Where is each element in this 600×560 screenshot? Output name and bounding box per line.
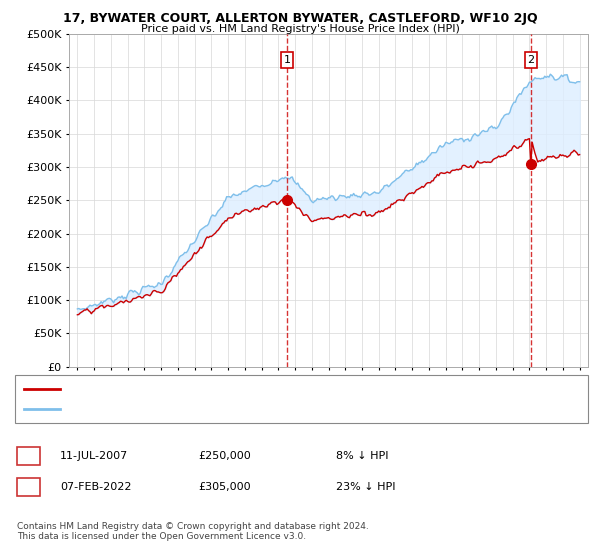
Text: 17, BYWATER COURT, ALLERTON BYWATER, CASTLEFORD, WF10 2JQ: 17, BYWATER COURT, ALLERTON BYWATER, CAS…: [62, 12, 538, 25]
Text: 11-JUL-2007: 11-JUL-2007: [60, 451, 128, 461]
Text: 2: 2: [527, 55, 535, 66]
Text: 8% ↓ HPI: 8% ↓ HPI: [336, 451, 389, 461]
Text: £305,000: £305,000: [198, 482, 251, 492]
Text: 1: 1: [24, 450, 32, 463]
Text: 2: 2: [24, 480, 32, 494]
Text: 23% ↓ HPI: 23% ↓ HPI: [336, 482, 395, 492]
Text: £250,000: £250,000: [198, 451, 251, 461]
Text: Price paid vs. HM Land Registry's House Price Index (HPI): Price paid vs. HM Land Registry's House …: [140, 24, 460, 34]
Text: 07-FEB-2022: 07-FEB-2022: [60, 482, 131, 492]
Text: 17, BYWATER COURT, ALLERTON BYWATER, CASTLEFORD, WF10 2JQ (detached house): 17, BYWATER COURT, ALLERTON BYWATER, CAS…: [66, 384, 513, 394]
Text: HPI: Average price, detached house, Leeds: HPI: Average price, detached house, Leed…: [66, 404, 289, 414]
Text: 1: 1: [284, 55, 290, 66]
Text: Contains HM Land Registry data © Crown copyright and database right 2024.
This d: Contains HM Land Registry data © Crown c…: [17, 522, 368, 542]
